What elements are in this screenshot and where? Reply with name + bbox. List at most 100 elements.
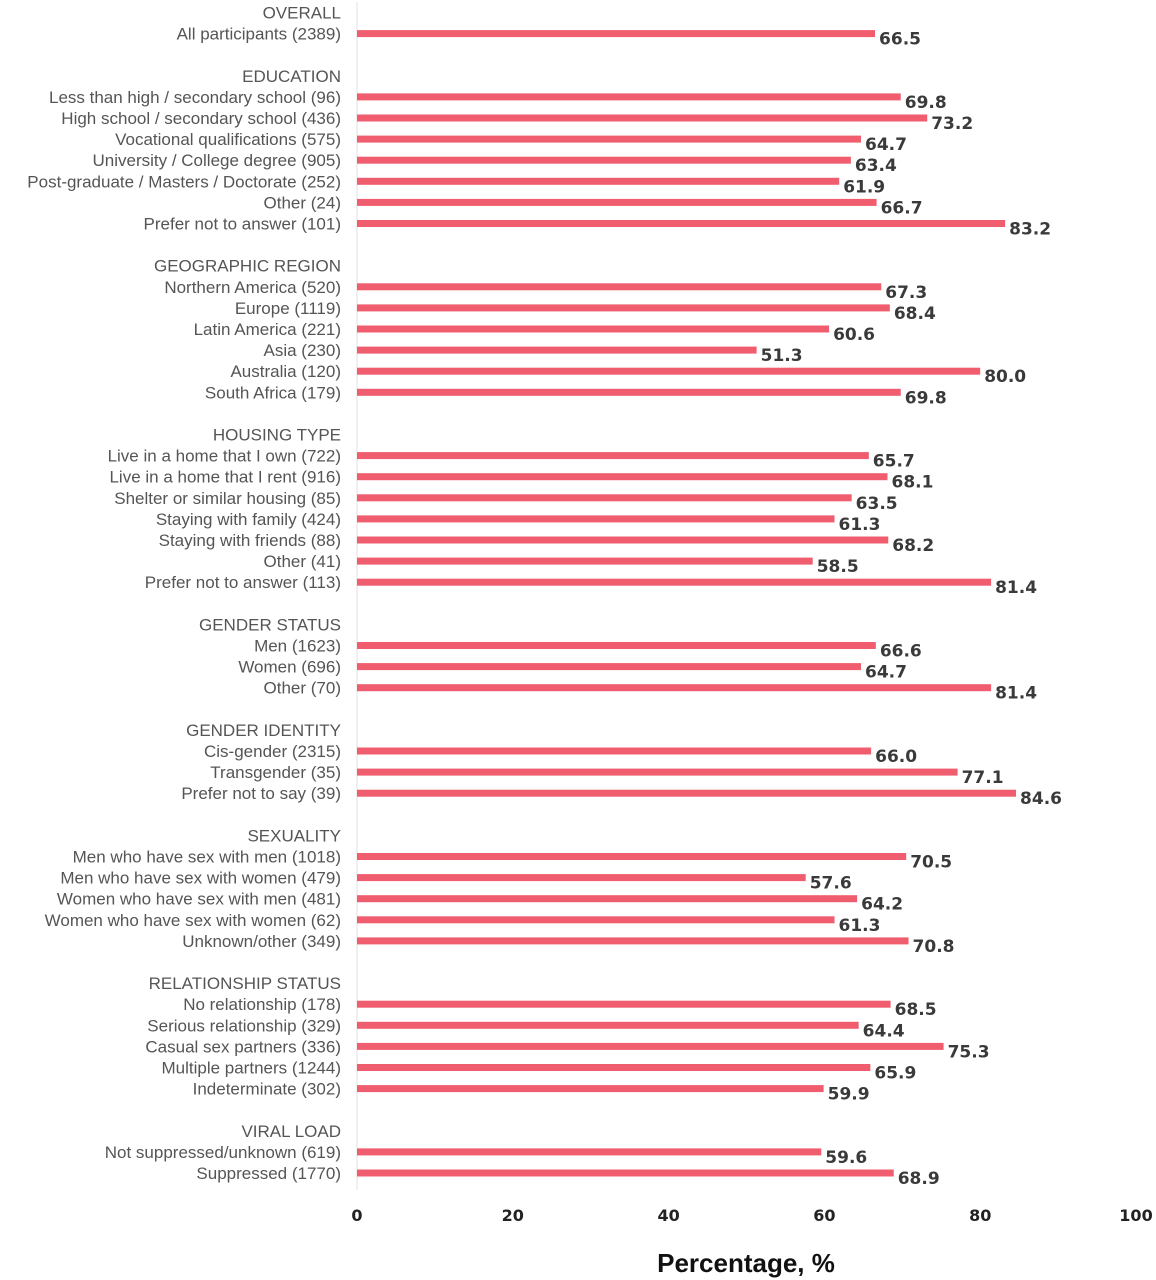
category-label: Indeterminate (302) (193, 1080, 341, 1099)
bar (357, 895, 858, 903)
bar (357, 473, 888, 481)
value-label: 65.9 (874, 1064, 916, 1084)
value-label: 77.1 (962, 768, 1004, 788)
category-label: Unknown/other (349) (182, 932, 341, 951)
category-label: Not suppressed/unknown (619) (105, 1143, 341, 1162)
bar (357, 937, 909, 945)
category-label: Other (70) (264, 679, 341, 698)
value-label: 59.9 (828, 1085, 870, 1105)
value-label: 73.2 (931, 114, 973, 134)
value-label: 58.5 (817, 557, 859, 577)
x-tick-label: 100 (1119, 1206, 1152, 1225)
bar (357, 578, 992, 586)
category-label: Vocational qualifications (575) (115, 130, 341, 149)
bar (357, 874, 806, 882)
bar (357, 388, 901, 396)
category-label: Prefer not to say (39) (181, 784, 341, 803)
bar (357, 1148, 822, 1156)
category-label: South Africa (179) (205, 383, 341, 402)
value-label: 68.9 (898, 1169, 940, 1189)
category-label: Live in a home that I own (722) (108, 447, 341, 466)
value-label: 63.5 (856, 494, 898, 514)
value-label: 66.0 (875, 747, 917, 767)
category-label: Europe (1119) (235, 299, 341, 318)
value-label: 68.5 (895, 1000, 937, 1020)
category-label: Live in a home that I rent (916) (109, 468, 341, 487)
value-label: 61.3 (839, 916, 881, 936)
category-label: Cis-gender (2315) (204, 742, 341, 761)
value-label: 66.6 (880, 642, 922, 662)
value-label: 75.3 (948, 1042, 990, 1062)
category-label: Women who have sex with women (62) (45, 911, 341, 930)
category-label: Staying with family (424) (156, 510, 341, 529)
bar (357, 1064, 871, 1071)
category-label: Women who have sex with men (481) (57, 890, 341, 909)
category-label: Multiple partners (1244) (161, 1059, 341, 1078)
value-label: 64.2 (861, 895, 903, 915)
category-label: Less than high / secondary school (96) (49, 88, 341, 107)
x-axis-ticks: 0 20 40 60 80 100 (351, 1206, 1152, 1225)
value-label: 70.8 (913, 937, 955, 957)
bar (357, 325, 830, 333)
category-label: Staying with friends (88) (159, 531, 341, 550)
category-label: Men who have sex with men (1018) (73, 848, 341, 867)
bar (357, 494, 852, 502)
bar (357, 220, 1006, 227)
value-label: 81.4 (995, 578, 1037, 598)
value-label: 59.6 (825, 1148, 867, 1168)
value-label: 69.8 (905, 388, 947, 408)
group-heading: OVERALL (263, 4, 341, 23)
bar (357, 1042, 944, 1050)
bar (357, 1021, 859, 1029)
value-label: 84.6 (1020, 789, 1062, 809)
category-label: Casual sex partners (336) (145, 1037, 341, 1056)
bar (357, 853, 907, 860)
value-label: 57.6 (810, 874, 852, 894)
category-label: Other (24) (264, 193, 341, 212)
value-label: 80.0 (984, 367, 1026, 387)
bar (357, 135, 862, 143)
group-heading: SEXUALITY (247, 826, 341, 845)
bar (357, 557, 813, 565)
group-heading: GENDER IDENTITY (186, 721, 341, 740)
x-axis-title: Percentage, % (657, 1248, 835, 1278)
chart-rows: OVERALL All participants (2389) 66.5 EDUCAT… (27, 4, 1062, 1190)
value-label: 66.5 (879, 30, 921, 50)
value-label: 68.4 (894, 304, 936, 324)
category-label: Post-graduate / Masters / Doctorate (252… (27, 172, 341, 191)
category-label: Women (696) (238, 658, 341, 677)
category-label: Latin America (221) (194, 320, 341, 339)
x-tick-label: 0 (351, 1206, 362, 1225)
x-tick-label: 40 (657, 1206, 679, 1225)
category-label: Asia (230) (264, 341, 341, 360)
bar (357, 1169, 894, 1177)
group-heading: VIRAL LOAD (241, 1122, 341, 1141)
bar (357, 346, 757, 354)
category-label: Suppressed (1770) (196, 1164, 341, 1183)
category-label: Serious relationship (329) (147, 1016, 341, 1035)
value-label: 68.2 (892, 536, 934, 556)
category-label: Prefer not to answer (113) (145, 573, 341, 592)
value-label: 67.3 (885, 283, 927, 303)
group-heading: GENDER STATUS (199, 615, 341, 634)
value-label: 60.6 (833, 325, 875, 345)
group-heading: HOUSING TYPE (213, 426, 341, 445)
bar (357, 789, 1017, 797)
x-tick-label: 60 (813, 1206, 835, 1225)
category-label: All participants (2389) (177, 25, 341, 44)
category-label: Prefer not to answer (101) (144, 215, 341, 234)
value-label: 70.5 (910, 853, 952, 873)
bar (357, 515, 835, 523)
category-label: Northern America (520) (164, 278, 341, 297)
bar (357, 367, 981, 375)
value-label: 68.1 (891, 473, 933, 493)
bar (357, 642, 876, 649)
group-heading: RELATIONSHIP STATUS (149, 974, 341, 993)
bar (357, 114, 928, 122)
value-label: 81.4 (995, 684, 1037, 704)
bar (357, 536, 889, 544)
bar (357, 768, 958, 776)
x-tick-label: 80 (969, 1206, 991, 1225)
value-label: 66.7 (881, 198, 923, 218)
bar (357, 663, 862, 671)
